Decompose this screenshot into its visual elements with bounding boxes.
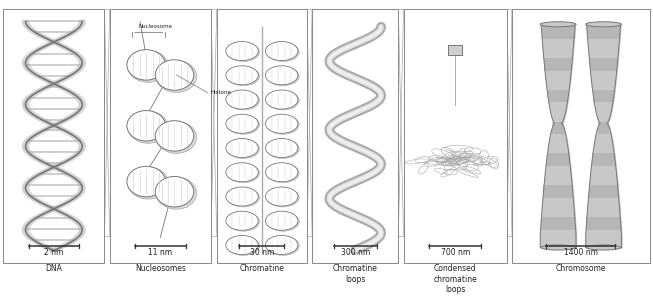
Ellipse shape [267,164,299,183]
Text: Histone: Histone [211,90,232,95]
Bar [110,9,211,263]
Ellipse shape [540,22,576,27]
Ellipse shape [266,163,298,182]
Ellipse shape [226,139,258,158]
Ellipse shape [155,60,194,90]
Bar [3,9,104,263]
Ellipse shape [226,211,258,230]
Bar [512,9,650,263]
Ellipse shape [227,115,259,134]
Ellipse shape [156,121,197,153]
Text: DNA: DNA [46,264,62,273]
Ellipse shape [267,140,299,159]
Ellipse shape [266,236,298,255]
Text: Chromosome: Chromosome [556,264,606,273]
Bar [592,153,615,166]
Bar [543,185,573,198]
Text: Nucleosomes: Nucleosomes [135,264,185,273]
Ellipse shape [156,177,197,209]
Bar [597,121,609,134]
Bar [545,58,572,71]
Text: Nucleosome: Nucleosome [138,24,172,29]
Text: 11 nm: 11 nm [148,248,172,257]
Ellipse shape [266,114,298,133]
Ellipse shape [227,43,259,62]
Bar [448,45,462,55]
Ellipse shape [227,188,259,207]
Ellipse shape [267,212,299,231]
Ellipse shape [267,43,299,62]
Ellipse shape [128,50,168,82]
Ellipse shape [586,245,620,250]
Ellipse shape [226,114,258,133]
Bar [594,90,614,102]
Ellipse shape [267,115,299,134]
Text: Chromatine
loops: Chromatine loops [333,264,377,284]
Ellipse shape [227,236,259,255]
Ellipse shape [267,67,299,86]
Ellipse shape [227,164,259,183]
Ellipse shape [266,42,298,61]
Ellipse shape [128,111,168,143]
Bar [589,185,618,198]
Bar [552,121,564,134]
Ellipse shape [266,187,298,206]
Ellipse shape [266,66,298,85]
Ellipse shape [266,211,298,230]
Ellipse shape [127,111,165,141]
Bar [404,9,507,263]
Ellipse shape [226,66,258,85]
Ellipse shape [586,22,622,27]
Ellipse shape [226,42,258,61]
Ellipse shape [227,67,259,86]
Ellipse shape [226,236,258,255]
Bar [217,9,307,263]
Ellipse shape [226,90,258,109]
Ellipse shape [227,91,259,110]
Text: 300 nm: 300 nm [341,248,370,257]
Ellipse shape [267,188,299,207]
Ellipse shape [266,90,298,109]
Ellipse shape [155,121,194,151]
Text: Condensed
chromatine
loops: Condensed chromatine loops [434,264,477,294]
Ellipse shape [156,60,197,92]
Text: 30 nm: 30 nm [249,248,274,257]
Text: 1400 nm: 1400 nm [564,248,598,257]
Ellipse shape [266,139,298,158]
Ellipse shape [128,167,168,199]
Ellipse shape [127,50,165,80]
Bar [312,9,398,263]
Ellipse shape [226,163,258,182]
Bar [586,217,621,230]
Bar [548,90,568,102]
Text: 2 nm: 2 nm [44,248,63,257]
Ellipse shape [227,212,259,231]
Ellipse shape [127,166,165,197]
Ellipse shape [267,236,299,255]
Bar [590,58,617,71]
Ellipse shape [267,91,299,110]
Bar [541,217,575,230]
Ellipse shape [227,140,259,159]
Bar [542,26,575,39]
Ellipse shape [541,245,575,250]
Ellipse shape [155,176,194,207]
Bar [587,26,620,39]
Ellipse shape [226,187,258,206]
Text: Chromatine: Chromatine [240,264,284,273]
Bar [547,153,569,166]
Text: 700 nm: 700 nm [441,248,470,257]
